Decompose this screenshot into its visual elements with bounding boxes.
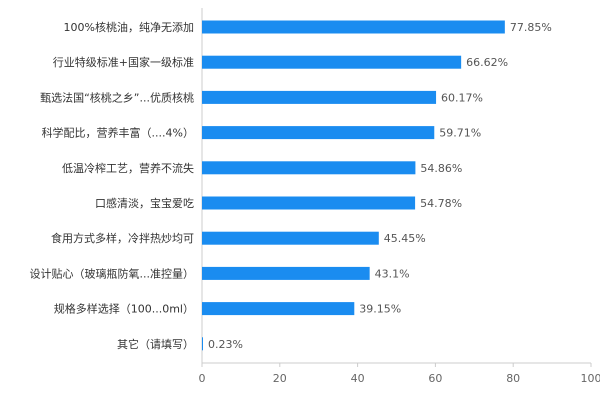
x-tick-label: 40 <box>351 372 365 385</box>
bar <box>202 126 434 139</box>
data-label: 43.1% <box>375 267 410 280</box>
data-label: 66.62% <box>466 56 508 69</box>
category-label: 低温冷榨工艺，营养不流失 <box>62 161 194 175</box>
category-label: 其它（请填写） <box>117 337 194 351</box>
category-label: 甄选法国“核桃之乡”...优质核桃 <box>40 90 194 104</box>
category-label: 设计贴心（玻璃瓶防氧...准控量） <box>30 266 195 280</box>
x-tick-label: 0 <box>199 372 206 385</box>
bar <box>202 91 436 104</box>
data-label: 54.78% <box>420 197 462 210</box>
category-label: 食用方式多样，冷拌热炒均可 <box>51 231 194 245</box>
bar <box>202 302 354 315</box>
bar <box>202 21 505 34</box>
category-label: 行业特级标准+国家一级标准 <box>53 55 194 69</box>
category-label: 规格多样选择（100...0ml） <box>54 302 194 316</box>
bar <box>202 161 415 174</box>
bar <box>202 56 461 69</box>
category-label: 100%核桃油，纯净无添加 <box>64 20 194 34</box>
data-label: 77.85% <box>510 21 552 34</box>
category-label: 口感清淡，宝宝爱吃 <box>95 196 194 210</box>
bar <box>202 232 379 245</box>
x-tick-label: 100 <box>581 372 600 385</box>
data-label: 54.86% <box>420 162 462 175</box>
x-tick-label: 60 <box>428 372 442 385</box>
data-label: 39.15% <box>359 303 401 316</box>
x-tick-label: 80 <box>506 372 520 385</box>
bar <box>202 267 370 280</box>
data-label: 45.45% <box>384 232 426 245</box>
bar <box>202 197 415 210</box>
data-label: 60.17% <box>441 91 483 104</box>
data-label: 0.23% <box>208 338 243 351</box>
bar <box>202 337 203 350</box>
category-label: 科学配比，营养丰富（....4%） <box>42 126 194 140</box>
data-label: 59.71% <box>439 127 481 140</box>
x-tick-label: 20 <box>273 372 287 385</box>
